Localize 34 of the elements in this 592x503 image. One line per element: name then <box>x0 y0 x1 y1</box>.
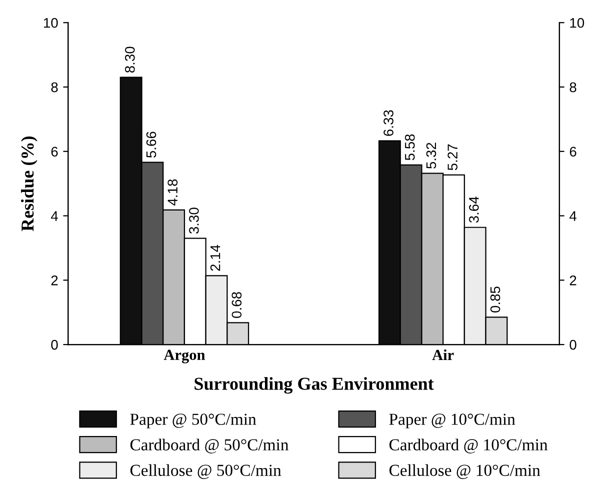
text: 5.58 <box>404 134 415 160</box>
y2-tick-label: 4 <box>569 211 576 221</box>
legend-label: Cardboard @ 10°C/min <box>389 438 548 454</box>
y-tick-label: 0 <box>51 340 58 350</box>
text: 8.30 <box>124 46 135 73</box>
y-tick-label: 8 <box>51 82 58 92</box>
y2-tick-label: 2 <box>570 276 576 286</box>
text: 2.14 <box>210 244 220 271</box>
legend-label: Paper @ 10°C/min <box>389 414 516 428</box>
y-axis-title: Residue (%) <box>20 136 38 232</box>
x-tick-label: Air <box>432 349 454 360</box>
x-tick-label: Argon <box>164 350 206 364</box>
text: 4.18 <box>168 179 178 206</box>
text: 5.66 <box>146 132 156 158</box>
text: 0.85 <box>490 286 500 312</box>
text: 3.64 <box>468 196 479 223</box>
legend-label: Cellulose @ 10°C/min <box>389 464 540 479</box>
y2-tick-label: 0 <box>570 340 576 350</box>
legend-label: Cardboard @ 50°C/min <box>130 438 289 454</box>
text: 5.27 <box>448 144 458 170</box>
x-axis-title: Surrounding Gas Environment <box>194 377 434 394</box>
y-tick-label: 4 <box>50 211 58 221</box>
text: 3.30 <box>189 208 199 234</box>
text: 6.33 <box>384 110 394 136</box>
text: 0.68 <box>232 292 242 318</box>
text: 5.32 <box>426 142 436 169</box>
y-tick-label: 10 <box>44 18 58 28</box>
y-tick-label: 6 <box>51 146 58 157</box>
y2-tick-label: 10 <box>570 18 584 28</box>
legend-label: Cellulose @ 50°C/min <box>130 464 282 479</box>
y2-tick-label: 8 <box>570 82 576 92</box>
y2-tick-label: 6 <box>570 146 576 157</box>
y-tick-label: 2 <box>51 276 58 286</box>
legend-label: Paper @ 50°C/min <box>130 414 256 428</box>
